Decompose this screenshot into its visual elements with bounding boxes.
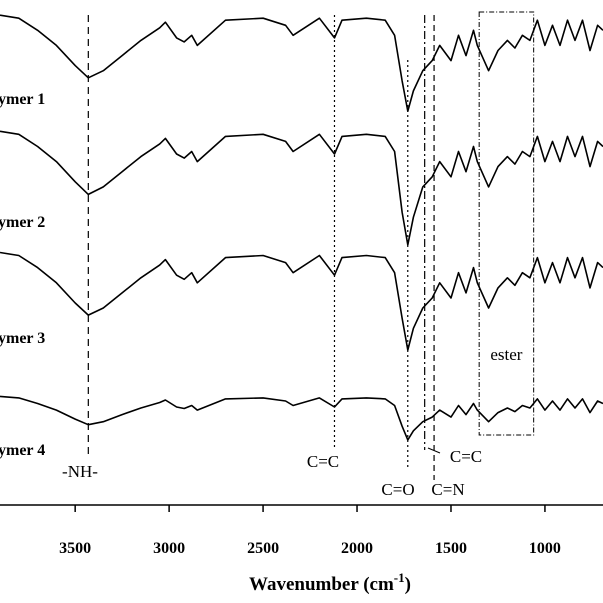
annotation: C=N (431, 480, 464, 499)
series-label: ymer 4 (0, 442, 45, 459)
annotation: C=C (450, 447, 482, 466)
x-tick-label: 1500 (435, 540, 467, 557)
series-label: ymer 3 (0, 330, 45, 347)
series-label: ymer 1 (0, 91, 45, 108)
series-label: ymer 2 (0, 214, 45, 231)
annotation: C=O (381, 480, 414, 499)
x-tick-label: 1000 (529, 540, 561, 557)
arrow (427, 447, 441, 454)
spectrum (0, 395, 603, 441)
annotation: ester (490, 345, 522, 364)
annotation: C=C (307, 452, 339, 471)
x-tick-label: 2500 (247, 540, 279, 557)
x-tick-label: 3500 (59, 540, 91, 557)
ester-box (478, 11, 535, 436)
x-axis-label: Wavenumber (cm-1) (249, 570, 411, 595)
spectrum (0, 251, 603, 351)
annotation: -NH- (62, 462, 98, 481)
x-tick-label: 3000 (153, 540, 185, 557)
spectrum (0, 14, 603, 112)
x-tick-label: 2000 (341, 540, 373, 557)
spectrum (0, 130, 603, 246)
